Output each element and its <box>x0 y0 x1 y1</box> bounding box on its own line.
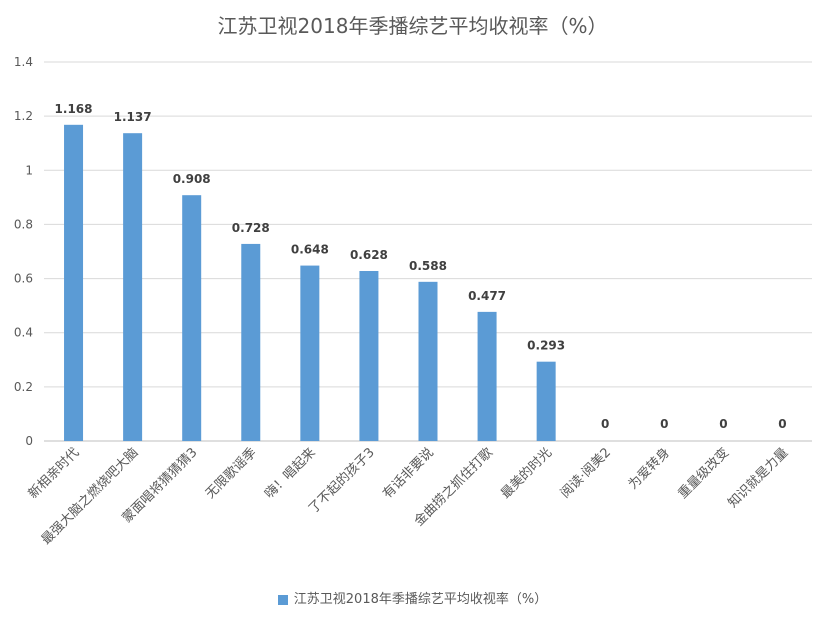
data-label: 0.477 <box>468 289 506 303</box>
data-label: 0.908 <box>173 172 211 186</box>
y-axis-ticks: 0 0.2 0.4 0.6 0.8 1 1.2 1.4 <box>14 55 33 448</box>
y-tick-label: 1.4 <box>14 55 33 69</box>
bar <box>64 124 84 441</box>
legend: 江苏卫视2018年季播综艺平均收视率（%） <box>0 588 825 607</box>
y-tick-label: 0.6 <box>14 272 33 286</box>
y-tick-label: 1 <box>25 163 33 177</box>
data-label: 0.728 <box>232 221 270 235</box>
data-label: 0.628 <box>350 248 388 262</box>
x-tick-label: 有话非要说 <box>380 445 437 502</box>
data-label: 1.137 <box>114 110 152 124</box>
data-label: 0 <box>778 417 786 431</box>
x-tick-label: 知识就是力量 <box>725 445 791 511</box>
bar <box>182 195 202 441</box>
data-label: 0 <box>719 417 727 431</box>
data-label: 0 <box>601 417 609 431</box>
data-label: 0.293 <box>527 339 565 353</box>
data-label: 1.168 <box>55 102 93 116</box>
x-tick-label: 重量级改变 <box>675 445 732 502</box>
data-labels: 1.168 1.137 0.908 0.728 0.648 0.628 0.588 0.477… <box>55 102 787 431</box>
legend-swatch <box>277 594 288 605</box>
y-tick-label: 0.8 <box>14 217 33 231</box>
data-label: 0.588 <box>409 259 447 273</box>
bars <box>64 124 556 441</box>
x-tick-label: 新相亲时代 <box>25 445 82 502</box>
bar <box>536 361 556 441</box>
x-tick-label: 无限歌谣季 <box>203 445 260 502</box>
legend-label: 江苏卫视2018年季播综艺平均收视率（%） <box>293 592 548 607</box>
x-tick-label: 最强大脑之燃烧吧大脑 <box>38 445 141 548</box>
bar <box>359 270 379 441</box>
bar <box>477 311 497 441</box>
bar <box>300 265 320 441</box>
bar <box>418 281 438 441</box>
bar <box>241 243 261 441</box>
x-tick-label: 嗨！唱起来 <box>262 445 319 502</box>
y-tick-label: 0.4 <box>14 326 33 340</box>
bar <box>123 133 143 441</box>
x-tick-label: 最美的时光 <box>498 445 555 502</box>
y-tick-label: 1.2 <box>14 109 33 123</box>
data-label: 0 <box>660 417 668 431</box>
data-label: 0.648 <box>291 243 329 257</box>
y-tick-label: 0 <box>25 434 33 448</box>
chart-title: 江苏卫视2018年季播综艺平均收视率（%） <box>217 14 608 38</box>
y-tick-label: 0.2 <box>14 380 33 394</box>
x-tick-label: 为爱转身 <box>625 445 673 493</box>
x-tick-label: 阅读·阅美2 <box>558 445 614 501</box>
